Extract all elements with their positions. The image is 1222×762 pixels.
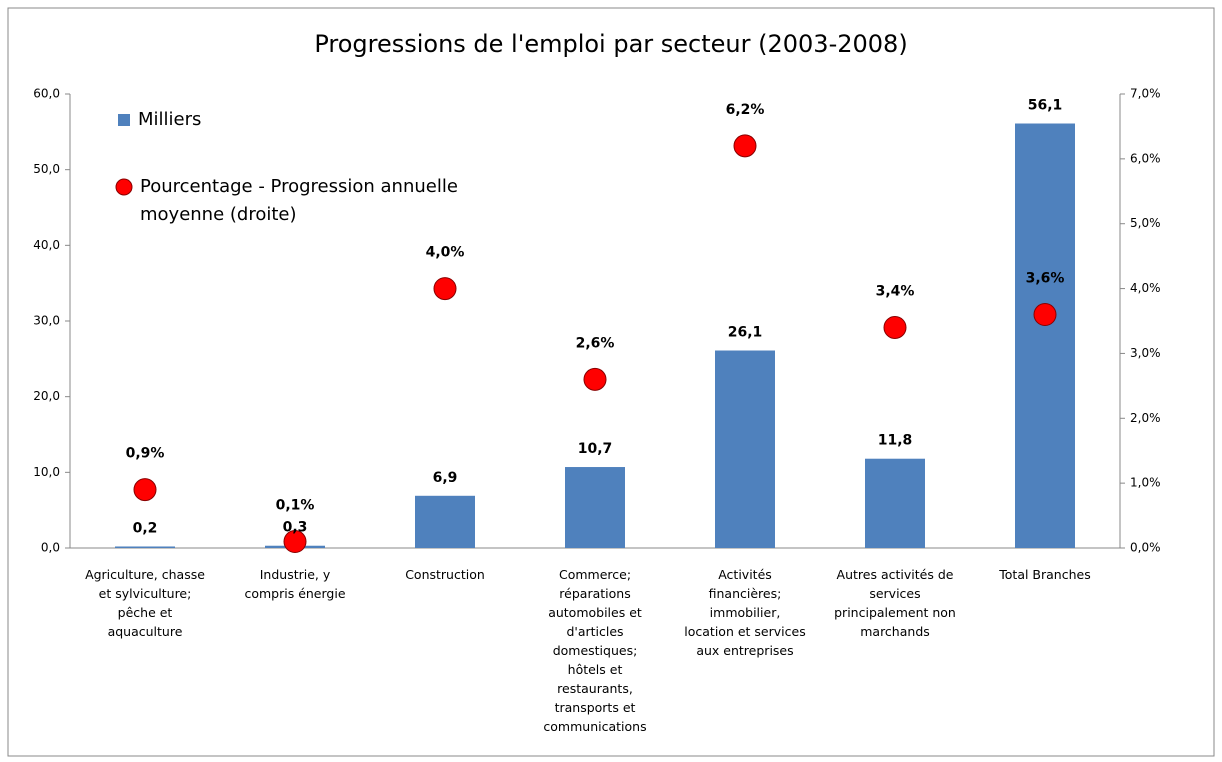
data-label: 3,4% [876,283,915,299]
y2-tick-label: 1,0% [1130,476,1161,490]
y-tick-label: 50,0 [33,162,60,176]
legend-label: Pourcentage - Progression annuelle moyen… [140,176,458,225]
legend-label: Milliers [138,109,202,130]
data-label: 0,1% [276,498,315,514]
chart-title: Progressions de l'emploi par secteur (20… [314,30,907,58]
y-tick-label: 10,0 [33,465,60,479]
y-tick-label: 40,0 [33,238,60,252]
data-label: 26,1 [728,325,763,341]
data-label: 10,7 [578,441,613,457]
data-label: 0,9% [126,446,165,462]
y-tick-label: 60,0 [33,87,60,101]
y2-tick-label: 6,0% [1130,151,1161,165]
data-label: 3,6% [1026,271,1065,287]
bar [115,546,175,548]
y2-tick-label: 5,0% [1130,216,1161,230]
bar [715,350,775,548]
dot [583,367,607,391]
data-label: 6,2% [726,102,765,118]
y-tick-label: 20,0 [33,389,60,403]
data-label: 56,1 [1028,98,1063,114]
x-tick-label: Agriculture, chasse et sylviculture; pêc… [85,567,205,639]
x-tick-label: Total Branches [999,567,1091,582]
x-tick-label: Autres activités de services principalem… [834,567,956,639]
dot [733,134,757,158]
x-tick-label: Industrie, y compris énergie [244,567,346,601]
legend-swatch [118,114,130,126]
data-label: 2,6% [576,335,615,351]
dot [283,530,307,554]
data-label: 0,2 [133,520,158,536]
y2-tick-label: 2,0% [1130,411,1161,425]
y2-tick-label: 7,0% [1130,87,1161,101]
y2-tick-label: 0,0% [1130,541,1161,555]
chart-frame [7,7,1215,757]
bar [1015,123,1075,548]
bar [865,458,925,548]
legend-swatch [115,178,133,196]
x-tick-label: Activités financières; immobilier, locat… [684,567,806,658]
y-tick-label: 0,0 [41,541,60,555]
dot [433,277,457,301]
x-tick-label: Construction [405,567,485,582]
data-label: 4,0% [426,245,465,261]
dot [133,478,157,502]
y2-tick-label: 4,0% [1130,281,1161,295]
bar [415,495,475,548]
y-tick-label: 30,0 [33,314,60,328]
data-label: 11,8 [878,433,913,449]
dot [883,315,907,339]
dot [1033,303,1057,327]
x-tick-label: Commerce; réparations automobiles et d'a… [543,567,647,734]
data-label: 0,3 [283,520,308,536]
y2-tick-label: 3,0% [1130,346,1161,360]
bar [565,467,625,548]
data-label: 6,9 [433,470,458,486]
